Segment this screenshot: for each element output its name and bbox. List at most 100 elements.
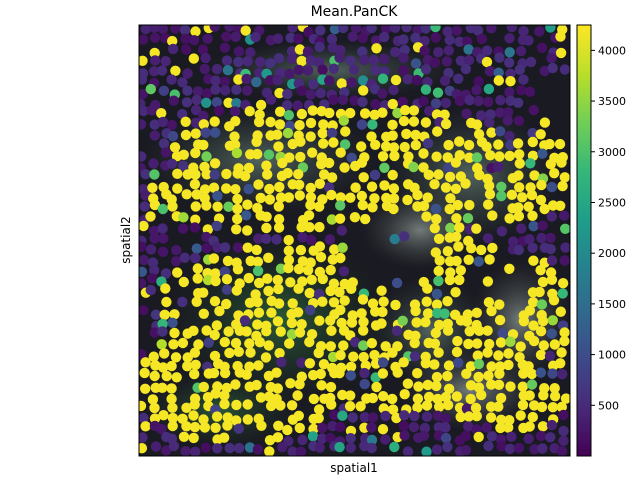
cell-point — [251, 76, 262, 88]
cell-point — [345, 390, 356, 401]
cell-point — [545, 243, 556, 255]
cell-point — [277, 442, 288, 453]
cell-point — [523, 433, 534, 444]
cell-point — [433, 275, 444, 287]
cell-point — [472, 25, 484, 36]
cell-point — [147, 394, 159, 405]
x-axis-label: spatial1 — [330, 461, 378, 475]
cell-point — [292, 307, 304, 318]
cell-point — [399, 105, 411, 116]
cell-point — [274, 181, 285, 193]
cell-point — [549, 339, 560, 350]
cell-point — [260, 352, 272, 363]
cell-point — [474, 169, 485, 181]
cell-point — [261, 211, 272, 222]
cell-point — [305, 55, 317, 66]
cell-point — [253, 116, 265, 128]
cell-point — [209, 350, 221, 362]
cell-point — [371, 43, 382, 54]
cell-point — [140, 383, 151, 394]
cell-point — [293, 263, 305, 275]
cell-point — [282, 127, 294, 139]
cell-point — [325, 341, 336, 352]
cell-point — [536, 299, 548, 310]
cell-point — [514, 149, 525, 160]
cell-point — [210, 84, 221, 95]
cell-point — [273, 141, 284, 152]
cell-point — [357, 96, 368, 108]
cell-point — [360, 213, 371, 225]
cell-point — [376, 318, 387, 329]
cell-point — [199, 63, 210, 75]
cell-point — [157, 246, 169, 257]
cell-point — [233, 423, 244, 434]
cell-point — [139, 432, 148, 443]
cell-point — [377, 424, 389, 435]
cell-point — [546, 211, 557, 222]
cell-point — [296, 222, 307, 233]
cell-point — [314, 241, 326, 252]
cell-point — [493, 350, 504, 361]
cell-point — [198, 119, 209, 130]
cell-point — [209, 296, 221, 307]
cell-point — [271, 234, 282, 245]
cell-point — [334, 441, 345, 453]
cell-point — [516, 223, 527, 234]
cell-point — [338, 266, 350, 277]
cell-point — [329, 409, 340, 421]
cell-point — [307, 105, 318, 116]
cell-point — [462, 36, 473, 47]
cell-point — [180, 446, 191, 456]
cell-point — [402, 378, 414, 389]
cell-point — [170, 65, 181, 77]
cell-point — [513, 115, 525, 127]
cell-point — [461, 368, 472, 379]
cell-point — [410, 129, 421, 141]
cell-point — [454, 222, 465, 233]
cell-point — [224, 25, 235, 32]
cell-point — [252, 319, 263, 330]
cell-point — [494, 107, 506, 118]
cell-point — [370, 64, 381, 76]
cell-point — [461, 108, 472, 119]
cell-point — [318, 119, 329, 130]
cell-point — [421, 296, 432, 307]
cell-point — [229, 131, 240, 142]
cell-point — [287, 298, 298, 309]
cell-point — [286, 329, 298, 340]
cell-point — [224, 347, 235, 359]
cell-point — [524, 86, 536, 98]
cell-point — [418, 96, 429, 107]
cell-point — [208, 182, 220, 193]
cell-point — [242, 199, 253, 210]
cell-point — [537, 220, 548, 231]
cell-point — [470, 402, 482, 414]
cell-point — [409, 410, 420, 422]
cell-point — [231, 399, 242, 411]
cell-point — [221, 284, 233, 295]
cell-point — [451, 213, 462, 224]
cell-point — [445, 193, 456, 204]
cell-point — [389, 150, 400, 162]
cell-point — [346, 152, 357, 163]
cell-point — [455, 411, 466, 423]
cell-point — [450, 183, 462, 194]
cell-point — [387, 404, 399, 415]
cell-point — [139, 220, 149, 232]
cell-point — [338, 340, 349, 351]
cell-point — [188, 410, 199, 421]
cell-point — [350, 182, 361, 193]
cell-point — [454, 274, 465, 286]
cell-point — [147, 182, 158, 193]
cell-point — [358, 172, 369, 183]
cell-point — [410, 32, 421, 44]
cell-point — [335, 304, 346, 316]
cell-point — [181, 402, 192, 413]
cell-point — [493, 161, 504, 172]
cell-point — [191, 296, 202, 307]
cell-point — [350, 25, 362, 34]
cell-point — [557, 278, 569, 289]
cell-point — [159, 309, 170, 320]
cell-point — [287, 446, 298, 456]
cell-point — [486, 361, 497, 372]
